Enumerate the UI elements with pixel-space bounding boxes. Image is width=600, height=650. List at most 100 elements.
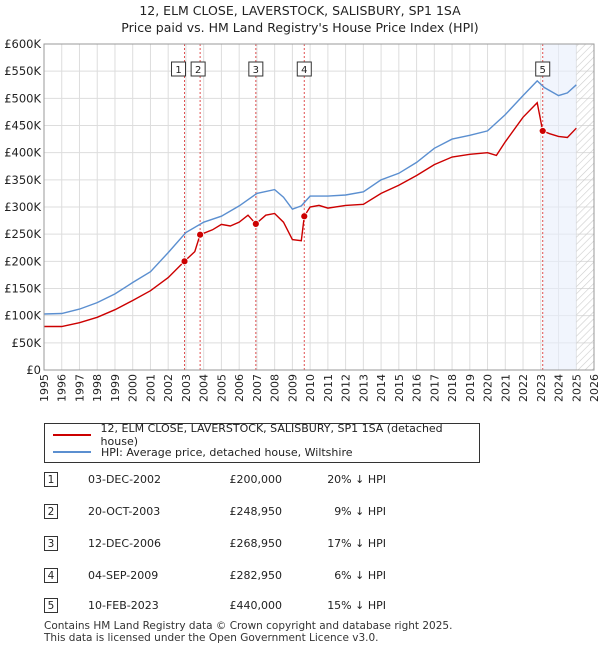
x-tick-label: 2022 — [517, 374, 530, 402]
price-chart: 1 2 3 4 5 £0 £50K £100K £150K £200K £250K £300K £35… — [4, 37, 600, 402]
sale-number: 5 — [44, 598, 58, 613]
sale-marker-label: 4 — [301, 65, 307, 76]
sale-hpi-diff: 15% ↓ HPI — [327, 599, 386, 612]
sale-point — [180, 257, 189, 266]
y-tick-label: £450K — [4, 119, 41, 133]
footer-copyright: Contains HM Land Registry data © Crown c… — [44, 620, 453, 632]
sale-marker-box — [190, 61, 206, 77]
x-tick-label: 2001 — [144, 374, 157, 402]
x-tick-label: 2005 — [215, 374, 228, 402]
sale-point — [251, 219, 260, 228]
x-tick-label: 2008 — [269, 374, 282, 402]
sale-hpi-diff: 9% ↓ HPI — [334, 505, 386, 518]
sale-date: 12-DEC-2006 — [88, 537, 162, 550]
legend-label-property: 12, ELM CLOSE, LAVERSTOCK, SALISBURY, SP… — [100, 422, 443, 448]
chart-title: 12, ELM CLOSE, LAVERSTOCK, SALISBURY, SP… — [139, 3, 461, 18]
x-tick-label: 2025 — [570, 374, 583, 402]
x-tick-label: 2004 — [198, 374, 211, 402]
sale-number: 2 — [44, 504, 58, 519]
y-tick-label: £350K — [4, 173, 41, 187]
sale-row: 4 04-SEP-2009 £282,950 6% ↓ HPI — [44, 568, 464, 586]
legend-swatch-hpi — [53, 451, 91, 453]
sale-price: £268,950 — [229, 537, 283, 550]
x-tick-labels: 1995 1996 1997 1998 1999 2000 2001 2002 2003 2004… — [38, 374, 600, 402]
y-tick-label: £0 — [26, 363, 41, 377]
x-tick-label: 2000 — [127, 374, 140, 402]
x-tick-label: 2015 — [393, 374, 406, 402]
sale-price: £200,000 — [229, 473, 283, 486]
sale-marker-label: 3 — [253, 65, 259, 76]
y-tick-label: £150K — [4, 282, 41, 296]
y-tick-labels: £0 £50K £100K £150K £200K £250K £300K £350K £400… — [4, 37, 41, 377]
x-tick-label: 1997 — [73, 374, 86, 402]
series-lines — [43, 79, 577, 328]
sale-hpi-diff: 20% ↓ HPI — [327, 473, 386, 486]
x-tick-label: 2017 — [428, 374, 441, 402]
x-tick-label: 2002 — [162, 374, 175, 402]
sale-date: 04-SEP-2009 — [88, 569, 159, 582]
legend-swatch-property — [53, 434, 91, 436]
sale-row: 5 10-FEB-2023 £440,000 15% ↓ HPI — [44, 598, 464, 616]
x-tick-label: 1995 — [38, 374, 51, 402]
x-tick-label: 2010 — [304, 374, 317, 402]
x-tick-label: 2013 — [357, 374, 370, 402]
series-line — [43, 79, 577, 315]
chart-subtitle: Price paid vs. HM Land Registry's House … — [121, 20, 479, 35]
y-tick-label: £100K — [4, 309, 41, 323]
x-tick-label: 1998 — [91, 374, 104, 402]
footer: Contains HM Land Registry data © Crown c… — [44, 620, 452, 644]
sale-date: 20-OCT-2003 — [88, 505, 161, 518]
sale-row: 3 12-DEC-2006 £268,950 17% ↓ HPI — [44, 536, 464, 554]
sale-row: 1 03-DEC-2002 £200,000 20% ↓ HPI — [44, 472, 464, 490]
plot-frame — [43, 43, 595, 371]
forecast-shading — [542, 44, 594, 370]
y-tick-label: £400K — [4, 146, 41, 160]
x-tick-label: 2021 — [499, 374, 512, 402]
x-tick-label: 2011 — [322, 374, 335, 402]
x-tick-label: 2007 — [251, 374, 264, 402]
sale-price: £440,000 — [229, 599, 283, 612]
sale-marker-box — [535, 61, 551, 77]
y-tick-label: £500K — [4, 91, 41, 105]
x-tick-label: 2019 — [464, 374, 477, 402]
sale-hpi-diff: 6% ↓ HPI — [334, 569, 386, 582]
y-tick-label: £50K — [12, 336, 42, 350]
sale-price: £248,950 — [229, 505, 283, 518]
y-tick-label: £250K — [4, 227, 41, 241]
sale-row: 2 20-OCT-2003 £248,950 9% ↓ HPI — [44, 504, 464, 522]
sale-point — [538, 127, 547, 135]
sale-number: 1 — [44, 472, 58, 487]
x-tick-label: 2014 — [375, 374, 388, 402]
sale-point — [300, 212, 309, 221]
sale-marker-box — [248, 61, 264, 77]
x-tick-label: 2009 — [286, 374, 299, 402]
sale-number: 4 — [44, 568, 58, 583]
sale-hpi-diff: 17% ↓ HPI — [327, 537, 386, 550]
legend: 12, ELM CLOSE, LAVERSTOCK, SALISBURY, SP… — [44, 422, 480, 463]
sale-marker-label: 2 — [195, 65, 201, 76]
post-sale-band — [542, 44, 577, 370]
sale-markers: 1 2 3 4 5 — [43, 43, 595, 371]
forecast-area — [576, 44, 594, 370]
x-tick-label: 2003 — [180, 374, 193, 402]
sale-date: 10-FEB-2023 — [88, 599, 159, 612]
footer-licence: This data is licensed under the Open Gov… — [44, 632, 379, 644]
x-tick-label: 2006 — [233, 374, 246, 402]
x-tick-label: 1996 — [56, 374, 69, 402]
y-tick-label: £550K — [4, 64, 41, 78]
sale-marker-label: 5 — [540, 65, 546, 76]
sale-point — [196, 230, 205, 239]
legend-item-hpi: HPI: Average price, detached house, Wilt… — [53, 444, 353, 460]
sale-marker-box — [171, 61, 187, 77]
sale-marker-label: 1 — [175, 65, 181, 76]
x-tick-label: 2026 — [588, 374, 600, 402]
sale-points — [180, 127, 547, 266]
x-tick-label: 2012 — [340, 374, 353, 402]
y-tick-label: £300K — [4, 200, 41, 214]
series-line — [44, 101, 577, 328]
x-tick-label: 2024 — [553, 374, 566, 402]
x-tick-label: 2016 — [411, 374, 424, 402]
x-tick-label: 2020 — [482, 374, 495, 402]
x-tick-label: 1999 — [109, 374, 122, 402]
legend-item-property: 12, ELM CLOSE, LAVERSTOCK, SALISBURY, SP… — [53, 422, 479, 448]
